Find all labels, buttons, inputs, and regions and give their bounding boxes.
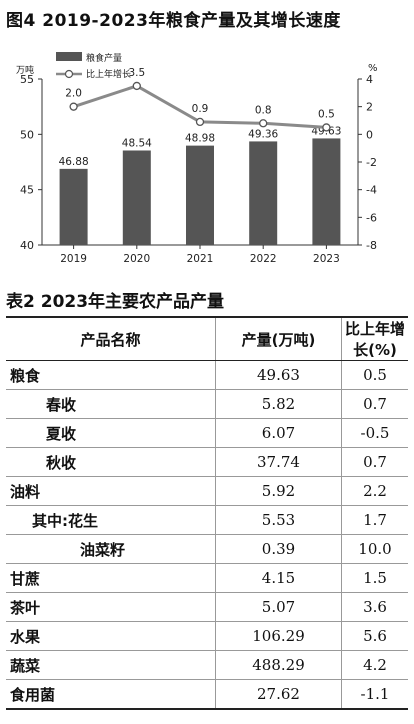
right-tick-label: -4 xyxy=(366,184,377,197)
output-cell: 6.07 xyxy=(215,418,342,448)
growth-cell: 0.7 xyxy=(341,447,408,477)
right-tick-label: 0 xyxy=(366,128,373,141)
legend-line-marker xyxy=(64,69,74,79)
growth-cell: 0.5 xyxy=(341,360,408,390)
bar-value-label: 49.36 xyxy=(248,128,278,140)
output-cell: 488.29 xyxy=(215,650,342,680)
left-axis-unit: 万吨 xyxy=(16,64,34,76)
growth-value-label: 3.5 xyxy=(128,67,145,79)
growth-value-label: 2.0 xyxy=(65,88,82,100)
output-cell: 49.63 xyxy=(215,360,342,390)
table-row: 水果 106.29 5.6 xyxy=(6,621,408,651)
product-name-cell: 茶叶 xyxy=(6,592,216,622)
table-row: 春收 5.82 0.7 xyxy=(6,389,408,419)
legend-bar-swatch xyxy=(56,52,82,61)
right-tick-label: -6 xyxy=(366,211,377,224)
product-name-cell: 水果 xyxy=(6,621,216,651)
bar-value-label: 48.98 xyxy=(185,133,215,145)
growth-cell: 0.7 xyxy=(341,389,408,419)
output-cell: 5.82 xyxy=(215,389,342,419)
right-tick-label: 4 xyxy=(366,73,373,86)
bar xyxy=(312,138,341,245)
bar xyxy=(122,150,151,245)
table-row: 蔬菜 488.29 4.2 xyxy=(6,650,408,680)
growth-cell: 4.2 xyxy=(341,650,408,680)
right-axis-unit: % xyxy=(368,63,378,74)
output-cell: 37.74 xyxy=(215,447,342,477)
output-cell: 4.15 xyxy=(215,563,342,593)
table-row: 甘蔗 4.15 1.5 xyxy=(6,563,408,593)
growth-cell: -1.1 xyxy=(341,679,408,710)
header-growth: 比上年增长(%) xyxy=(341,316,408,361)
growth-cell: 1.7 xyxy=(341,505,408,535)
bar xyxy=(186,145,214,245)
output-cell: 106.29 xyxy=(215,621,342,651)
table-row: 其中:花生 5.53 1.7 xyxy=(6,505,408,535)
x-tick-label: 2023 xyxy=(313,253,340,265)
header-output: 产量(万吨) xyxy=(215,316,342,361)
table-row: 油菜籽 0.39 10.0 xyxy=(6,534,408,564)
left-tick-label: 45 xyxy=(20,184,34,197)
output-cell: 0.39 xyxy=(215,534,342,564)
product-name-cell: 夏收 xyxy=(6,418,216,448)
legend-line-label: 比上年增长 xyxy=(86,68,131,80)
growth-cell: 3.6 xyxy=(341,592,408,622)
table-row: 茶叶 5.07 3.6 xyxy=(6,592,408,622)
agri-products-table: 产品名称 产量(万吨) 比上年增长(%) 粮食 49.63 0.5 春收 5.82 0.7… xyxy=(6,316,408,710)
table-row: 粮食 49.63 0.5 xyxy=(6,360,408,390)
figure-title: 图4 2019-2023年粮食产量及其增长速度 xyxy=(6,11,341,31)
product-name-cell: 油菜籽 xyxy=(6,534,216,564)
growth-cell: 1.5 xyxy=(341,563,408,593)
growth-cell: 2.2 xyxy=(341,476,408,506)
bar xyxy=(249,141,278,245)
x-tick-label: 2021 xyxy=(187,253,214,265)
grain-output-chart: 40 45 50 55 4 2 0 -2 -4 -6 -8 万吨 % 46.88 48.54 48.98 49.… xyxy=(16,52,378,265)
table-title: 表2 2023年主要农产品产量 xyxy=(6,292,225,312)
table-row: 秋收 37.74 0.7 xyxy=(6,447,408,477)
header-product-name: 产品名称 xyxy=(6,316,216,361)
growth-value-label: 0.8 xyxy=(255,104,272,116)
output-cell: 5.07 xyxy=(215,592,342,622)
growth-marker xyxy=(195,117,205,127)
x-tick-label: 2020 xyxy=(123,253,150,265)
product-name-cell: 秋收 xyxy=(6,447,216,477)
product-name-cell: 春收 xyxy=(6,389,216,419)
growth-value-label: 0.5 xyxy=(318,108,335,120)
growth-marker xyxy=(132,81,141,91)
output-cell: 27.62 xyxy=(215,679,342,710)
bar-value-label: 48.54 xyxy=(122,137,152,149)
table-header-row: 产品名称 产量(万吨) 比上年增长(%) xyxy=(6,316,408,361)
x-tick-label: 2019 xyxy=(60,253,87,265)
table-row: 食用菌 27.62 -1.1 xyxy=(6,679,408,710)
growth-cell: -0.5 xyxy=(341,418,408,448)
product-name-cell: 粮食 xyxy=(6,360,216,390)
output-cell: 5.53 xyxy=(215,505,342,535)
growth-cell: 10.0 xyxy=(341,534,408,564)
right-tick-label: 2 xyxy=(366,101,373,114)
legend-bar-label: 粮食产量 xyxy=(86,52,122,64)
growth-marker xyxy=(259,119,268,128)
table-row: 油料 5.92 2.2 xyxy=(6,476,408,506)
left-tick-label: 50 xyxy=(20,128,34,141)
right-tick-label: -8 xyxy=(366,239,377,252)
left-tick-label: 40 xyxy=(20,239,34,252)
product-name-cell: 食用菌 xyxy=(6,679,216,710)
right-tick-label: -2 xyxy=(366,156,377,169)
growth-cell: 5.6 xyxy=(341,621,408,651)
bar xyxy=(59,168,88,245)
product-name-cell: 其中:花生 xyxy=(6,505,216,535)
bar-value-label: 46.88 xyxy=(59,156,89,168)
table-row: 夏收 6.07 -0.5 xyxy=(6,418,408,448)
x-tick-label: 2022 xyxy=(250,253,277,265)
left-tick-label: 55 xyxy=(20,73,34,86)
growth-marker xyxy=(322,123,331,132)
growth-value-label: 0.9 xyxy=(192,103,209,115)
product-name-cell: 蔬菜 xyxy=(6,650,216,680)
product-name-cell: 油料 xyxy=(6,476,216,506)
product-name-cell: 甘蔗 xyxy=(6,563,216,593)
growth-marker xyxy=(69,102,78,111)
output-cell: 5.92 xyxy=(215,476,342,506)
